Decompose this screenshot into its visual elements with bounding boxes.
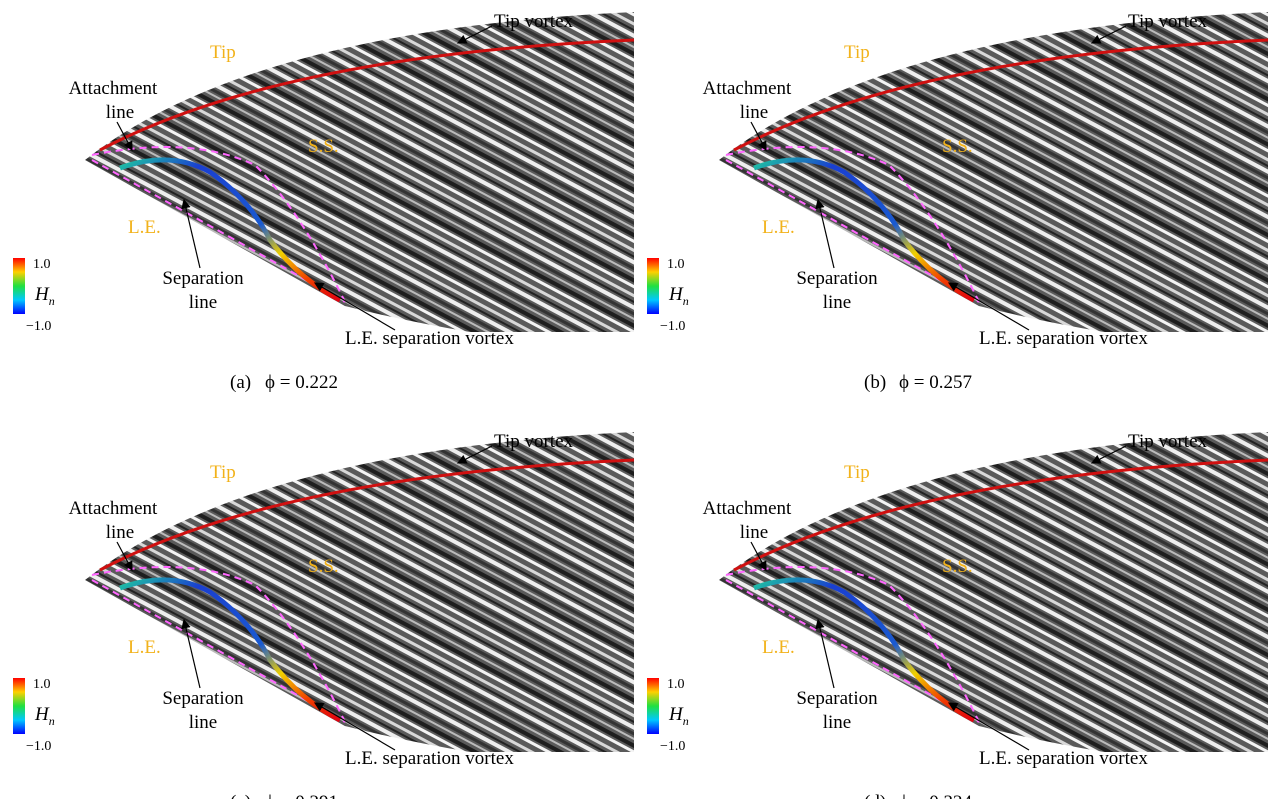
colorbar: [13, 258, 25, 314]
attachment-label: Attachment: [69, 78, 158, 99]
colorbar-label: Hn: [668, 704, 689, 728]
colorbar-label: Hn: [34, 284, 55, 308]
tip-vortex-label: Tip vortex: [494, 431, 574, 452]
colorbar-label: Hn: [668, 284, 689, 308]
colorbar-min: −1.0: [660, 319, 685, 334]
ss-label: S.S.: [942, 556, 973, 577]
le-label: L.E.: [762, 637, 795, 658]
attachment-label: line: [740, 522, 769, 543]
colorbar-subscript: n: [49, 294, 55, 308]
ss-label: S.S.: [942, 136, 973, 157]
attachment-label: line: [106, 102, 135, 123]
le-separation-vortex-label: L.E. separation vortex: [345, 748, 514, 769]
tip-vortex-label: Tip vortex: [1128, 11, 1208, 32]
colorbar-symbol: H: [668, 284, 684, 305]
ss-label: S.S.: [308, 556, 339, 577]
caption-phi: ϕ = 0.257: [899, 372, 972, 393]
tip-vortex-label: Tip vortex: [494, 11, 574, 32]
separation-label: line: [189, 712, 218, 733]
caption-phi: ϕ = 0.324: [899, 792, 972, 799]
colorbar-min: −1.0: [26, 319, 51, 334]
le-separation-vortex-label: L.E. separation vortex: [979, 328, 1148, 349]
caption-letter: (a): [230, 372, 251, 393]
ss-label: S.S.: [308, 136, 339, 157]
caption-phi: ϕ = 0.291: [265, 792, 338, 799]
separation-label: Separation: [796, 268, 878, 289]
attachment-label: Attachment: [69, 498, 158, 519]
attachment-label: line: [740, 102, 769, 123]
le-separation-vortex-label: L.E. separation vortex: [345, 328, 514, 349]
separation-label: line: [189, 292, 218, 313]
caption-letter: (b): [864, 372, 886, 393]
separation-label: line: [823, 292, 852, 313]
page: {"panels": [ {"tip_vortex": "Tip vortex"…: [0, 0, 1268, 799]
le-label: L.E.: [762, 217, 795, 238]
attachment-label: line: [106, 522, 135, 543]
colorbar-min: −1.0: [26, 739, 51, 754]
panel: Tip vortex Tip Attachment line S.S. L.E. Separ…: [647, 11, 1268, 393]
separation-label: Separation: [796, 688, 878, 709]
colorbar-max: 1.0: [667, 257, 685, 272]
panel: Tip vortex Tip Attachment line S.S. L.E. Separ…: [13, 11, 634, 393]
colorbar-subscript: n: [683, 294, 689, 308]
le-separation-vortex-label: L.E. separation vortex: [979, 748, 1148, 769]
separation-label: line: [823, 712, 852, 733]
colorbar-max: 1.0: [33, 257, 51, 272]
caption-phi: ϕ = 0.222: [265, 372, 338, 393]
colorbar-subscript: n: [683, 714, 689, 728]
colorbar-label: Hn: [34, 704, 55, 728]
separation-label: Separation: [162, 268, 244, 289]
caption-letter: (d): [864, 792, 886, 799]
colorbar: [13, 678, 25, 734]
colorbar-symbol: H: [668, 704, 684, 725]
tip-label: Tip: [210, 462, 236, 483]
colorbar-symbol: H: [34, 704, 50, 725]
attachment-label: Attachment: [703, 78, 792, 99]
colorbar-subscript: n: [49, 714, 55, 728]
panel: Tip vortex Tip Attachment line S.S. L.E. Separ…: [647, 431, 1268, 799]
colorbar-max: 1.0: [33, 677, 51, 692]
tip-label: Tip: [210, 42, 236, 63]
tip-label: Tip: [844, 462, 870, 483]
caption-letter: (c): [230, 792, 251, 799]
tip-label: Tip: [844, 42, 870, 63]
colorbar-max: 1.0: [667, 677, 685, 692]
separation-label: Separation: [162, 688, 244, 709]
attachment-label: Attachment: [703, 498, 792, 519]
colorbar: [647, 258, 659, 314]
colorbar-symbol: H: [34, 284, 50, 305]
figure: Tip vortex Tip Attachment line S.S. L.E. Separ…: [0, 0, 1268, 799]
tip-vortex-label: Tip vortex: [1128, 431, 1208, 452]
colorbar: [647, 678, 659, 734]
colorbar-min: −1.0: [660, 739, 685, 754]
le-label: L.E.: [128, 637, 161, 658]
le-label: L.E.: [128, 217, 161, 238]
panel: Tip vortex Tip Attachment line S.S. L.E. Separ…: [13, 431, 634, 799]
